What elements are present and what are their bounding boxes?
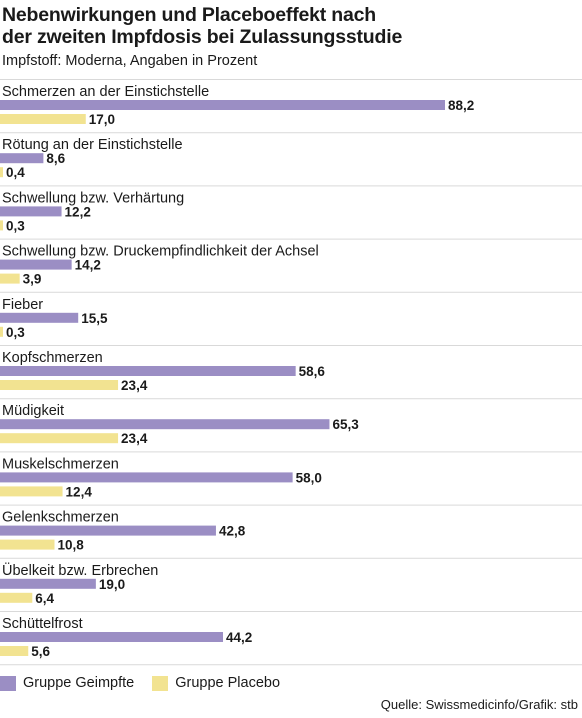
category-label: Schmerzen an der Einstichstelle [2, 84, 209, 100]
bar-placebo [0, 486, 63, 497]
category-label: Rötung an der Einstichstelle [2, 137, 183, 153]
bar-vaccinated [0, 472, 293, 483]
bar-vaccinated [0, 100, 445, 110]
bar-vaccinated [0, 312, 79, 323]
value-label-placebo: 10,8 [57, 538, 84, 553]
value-label-vaccinated: 19,0 [99, 577, 125, 592]
value-label-placebo: 23,4 [121, 431, 148, 446]
bar-placebo [0, 326, 3, 337]
value-label-placebo: 0,4 [6, 165, 25, 180]
category-label: Kopfschmerzen [2, 350, 103, 366]
bar-placebo [0, 380, 119, 390]
value-label-vaccinated: 58,0 [296, 470, 322, 485]
bar-placebo [0, 433, 119, 444]
legend-label-vaccinated: Gruppe Geimpfte [23, 675, 135, 691]
legend-label-placebo: Gruppe Placebo [175, 675, 281, 691]
value-label-placebo: 3,9 [23, 272, 42, 287]
bar-vaccinated [0, 153, 44, 164]
category-label: Gelenkschmerzen [2, 510, 119, 526]
bar-vaccinated [0, 206, 62, 217]
value-label-vaccinated: 14,2 [75, 258, 101, 273]
bar-vaccinated [0, 578, 96, 589]
value-label-vaccinated: 58,6 [299, 364, 326, 379]
category-label: Schwellung bzw. Druckempfindlichkeit der… [2, 244, 319, 260]
bar-placebo [0, 646, 29, 656]
bar-vaccinated [0, 419, 330, 430]
value-label-vaccinated: 65,3 [332, 417, 359, 432]
value-label-vaccinated: 42,8 [219, 524, 246, 539]
legend-swatch-vaccinated [0, 675, 16, 691]
chart-subtitle: Impfstoff: Moderna, Angaben in Prozent [2, 53, 258, 69]
legend-item-vaccinated: Gruppe Geimpfte [0, 675, 134, 691]
category-label: Muskelschmerzen [2, 456, 119, 472]
value-label-placebo: 0,3 [6, 325, 25, 340]
value-label-placebo: 6,4 [35, 591, 54, 606]
bar-vaccinated [0, 525, 216, 536]
category-label: Übelkeit bzw. Erbrechen [2, 561, 158, 579]
chart-title-line-1: Nebenwirkungen und Placeboeffekt nach [2, 4, 377, 26]
value-label-placebo: 5,6 [31, 644, 50, 659]
bar-placebo [0, 592, 33, 603]
chart-title: Nebenwirkungen und Placeboeffekt nach de… [2, 4, 577, 48]
category-label: Fieber [2, 297, 43, 313]
bar-vaccinated [0, 632, 224, 642]
bar-placebo [0, 114, 86, 124]
value-label-placebo: 17,0 [89, 112, 115, 127]
legend-swatch-placebo [152, 675, 169, 691]
legend: Gruppe Geimpfte Gruppe Placebo [0, 675, 298, 691]
bar-placebo [0, 539, 55, 550]
category-label: Schwellung bzw. Verhärtung [2, 190, 184, 206]
value-label-vaccinated: 88,2 [448, 98, 474, 113]
value-label-placebo: 0,3 [6, 218, 25, 233]
bar-vaccinated [0, 366, 296, 376]
source-note: Quelle: Swissmedicinfo/Grafik: stb [380, 697, 578, 712]
value-label-vaccinated: 12,2 [65, 204, 91, 219]
value-label-vaccinated: 8,6 [46, 151, 65, 166]
value-label-vaccinated: 15,5 [81, 311, 108, 326]
value-label-vaccinated: 44,2 [226, 630, 252, 645]
bar-placebo [0, 220, 3, 231]
category-label: Müdigkeit [2, 403, 64, 419]
bar-placebo [0, 273, 20, 284]
value-label-placebo: 12,4 [66, 484, 93, 499]
bar-vaccinated [0, 259, 72, 270]
category-label: Schüttelfrost [2, 616, 83, 632]
bar-placebo [0, 167, 3, 178]
legend-item-placebo: Gruppe Placebo [152, 675, 280, 691]
value-label-placebo: 23,4 [121, 378, 148, 393]
chart-title-line-2: der zweiten Impfdosis bei Zulassungsstud… [2, 26, 403, 48]
